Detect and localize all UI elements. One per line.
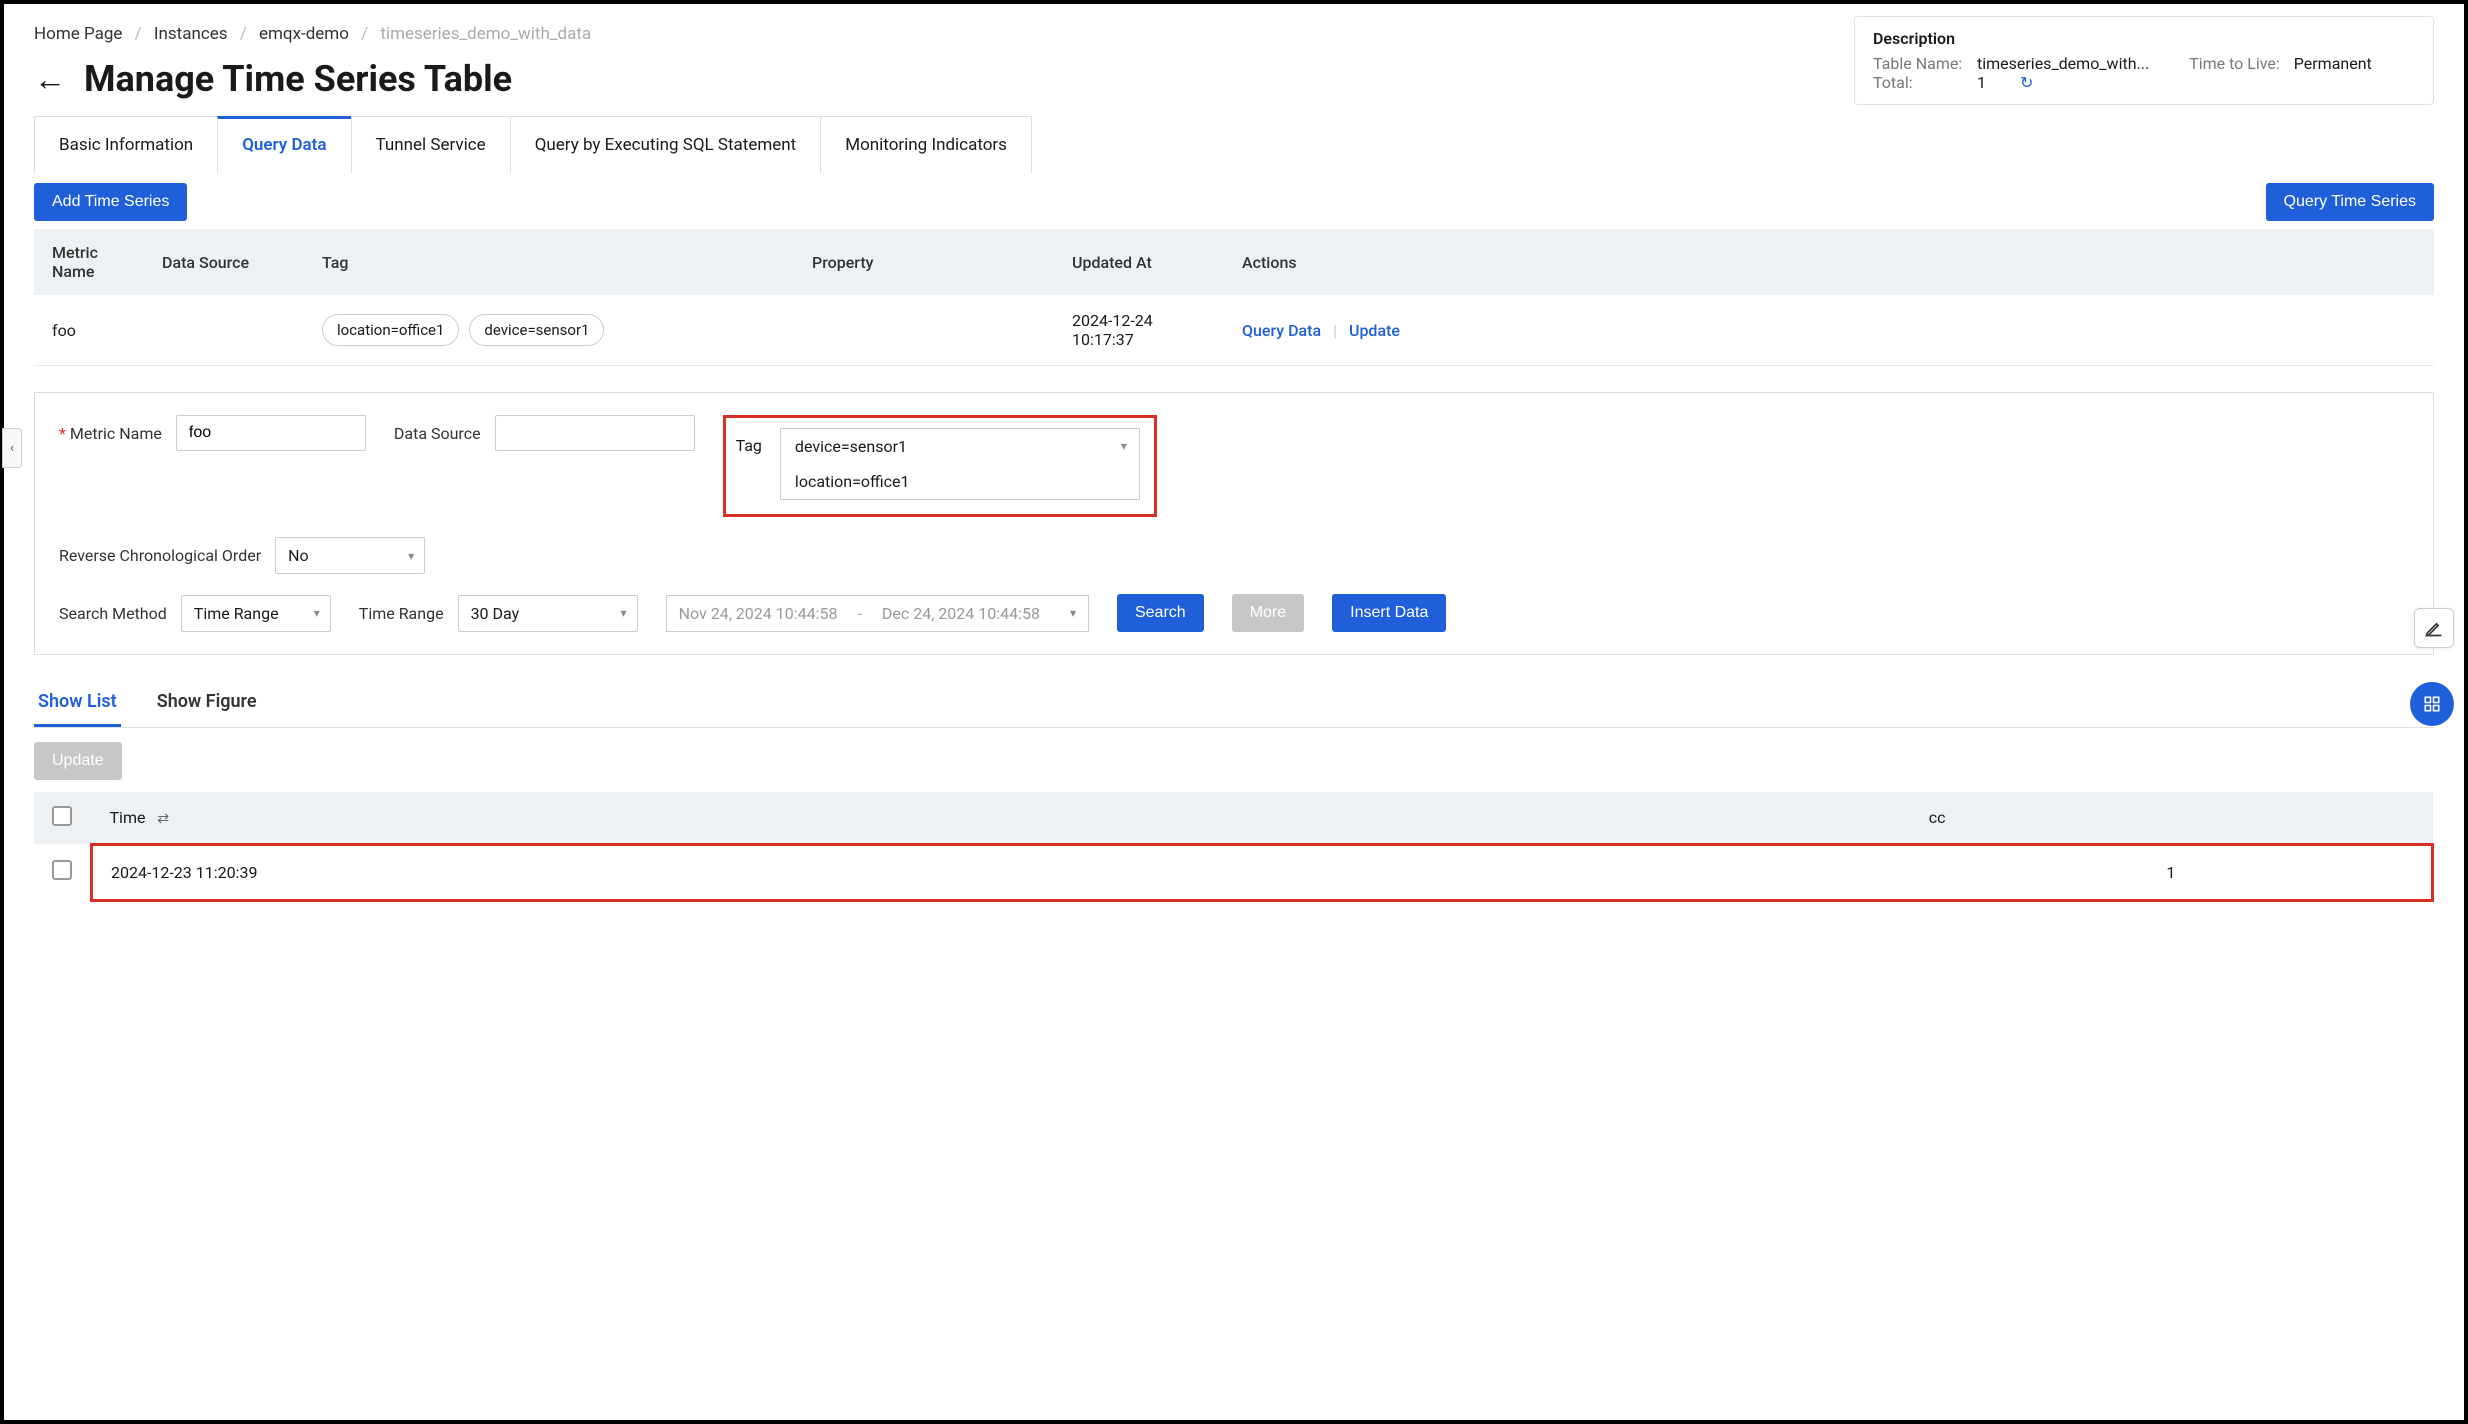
date-range-from: Nov 24, 2024 10:44:58 bbox=[679, 604, 838, 623]
col-tag: Tag bbox=[304, 229, 794, 295]
page-title: Manage Time Series Table bbox=[84, 58, 512, 100]
chevron-down-icon: ▾ bbox=[1121, 439, 1127, 453]
query-time-series-button[interactable]: Query Time Series bbox=[2266, 183, 2434, 221]
tag-option: device=sensor1 bbox=[781, 429, 1139, 464]
breadcrumb-current: timeseries_demo_with_data bbox=[380, 24, 591, 44]
cell-tags: location=office1 device=sensor1 bbox=[304, 295, 794, 366]
cell-time: 2024-12-23 11:20:39 bbox=[92, 844, 1911, 900]
time-series-row: foo location=office1 device=sensor1 2024… bbox=[34, 295, 2434, 366]
tab-show-figure[interactable]: Show Figure bbox=[153, 679, 261, 727]
col-time[interactable]: Time ⇄ bbox=[92, 792, 1911, 844]
insert-data-button[interactable]: Insert Data bbox=[1332, 594, 1446, 632]
cell-updated: 2024-12-24 10:17:37 bbox=[1054, 295, 1224, 366]
data-source-label: Data Source bbox=[394, 424, 481, 443]
cell-actions: Query Data | Update bbox=[1224, 295, 2434, 366]
table-name-value: timeseries_demo_with... bbox=[1977, 54, 2149, 73]
chevron-down-icon: ▾ bbox=[1070, 606, 1076, 620]
tag-label: Tag bbox=[736, 428, 762, 455]
cell-property bbox=[794, 295, 1054, 366]
date-range-picker[interactable]: Nov 24, 2024 10:44:58 - Dec 24, 2024 10:… bbox=[666, 595, 1089, 632]
breadcrumb-instance[interactable]: emqx-demo bbox=[259, 24, 349, 44]
select-all-checkbox[interactable] bbox=[52, 806, 72, 826]
tag-option: location=office1 bbox=[781, 464, 1139, 499]
reverse-order-label: Reverse Chronological Order bbox=[59, 546, 261, 565]
description-panel: Description Table Name: timeseries_demo_… bbox=[1854, 16, 2434, 105]
ttl-value: Permanent bbox=[2294, 54, 2372, 73]
tab-tunnel-service[interactable]: Tunnel Service bbox=[351, 116, 511, 173]
tag-field-highlight: Tag ▾ device=sensor1 location=office1 bbox=[723, 415, 1157, 517]
main-tabs: Basic Information Query Data Tunnel Serv… bbox=[34, 116, 2434, 173]
cell-cc: 1 bbox=[1911, 844, 2433, 900]
result-list-table: Time ⇄ cc 2024-12-23 11:20:39 1 bbox=[34, 792, 2434, 902]
chevron-down-icon: ▾ bbox=[621, 606, 627, 620]
search-method-label: Search Method bbox=[59, 604, 167, 623]
col-updated-at: Updated At bbox=[1054, 229, 1224, 295]
cell-source bbox=[144, 295, 304, 366]
refresh-icon[interactable]: ↻ bbox=[2020, 73, 2033, 92]
tag-pill: location=office1 bbox=[322, 314, 459, 346]
col-data-source: Data Source bbox=[144, 229, 304, 295]
chevron-down-icon: ▾ bbox=[408, 549, 414, 563]
breadcrumb-home[interactable]: Home Page bbox=[34, 24, 122, 44]
update-button[interactable]: Update bbox=[34, 742, 122, 780]
col-actions: Actions bbox=[1224, 229, 2434, 295]
tag-pill: device=sensor1 bbox=[469, 314, 604, 346]
tab-basic-information[interactable]: Basic Information bbox=[34, 116, 218, 173]
tab-query-sql[interactable]: Query by Executing SQL Statement bbox=[510, 116, 822, 173]
col-metric-name: Metric Name bbox=[34, 229, 144, 295]
tab-monitoring[interactable]: Monitoring Indicators bbox=[820, 116, 1032, 173]
tab-show-list[interactable]: Show List bbox=[34, 679, 121, 727]
metric-name-label: *Metric Name bbox=[59, 424, 162, 443]
chevron-down-icon: ▾ bbox=[314, 606, 320, 620]
time-series-table: Metric Name Data Source Tag Property Upd… bbox=[34, 229, 2434, 366]
breadcrumb-instances[interactable]: Instances bbox=[154, 24, 228, 44]
back-arrow-icon[interactable]: ← bbox=[34, 60, 66, 98]
more-button[interactable]: More bbox=[1232, 594, 1304, 632]
description-heading: Description bbox=[1873, 29, 2415, 48]
cell-metric: foo bbox=[34, 295, 144, 366]
view-tabs: Show List Show Figure bbox=[34, 679, 2434, 728]
edit-icon[interactable] bbox=[2414, 608, 2454, 648]
sort-icon[interactable]: ⇄ bbox=[157, 811, 169, 827]
result-row: 2024-12-23 11:20:39 1 bbox=[34, 844, 2433, 900]
ttl-label: Time to Live: bbox=[2189, 54, 2280, 73]
reverse-order-select[interactable]: No ▾ bbox=[275, 537, 425, 574]
total-value: 1 bbox=[1977, 73, 1986, 92]
table-name-label: Table Name: bbox=[1873, 54, 1963, 73]
col-property: Property bbox=[794, 229, 1054, 295]
total-label: Total: bbox=[1873, 73, 1963, 92]
time-range-label: Time Range bbox=[359, 604, 444, 623]
row-query-data-link[interactable]: Query Data bbox=[1242, 321, 1321, 340]
date-range-to: Dec 24, 2024 10:44:58 bbox=[882, 604, 1040, 623]
date-range-dash: - bbox=[857, 604, 861, 623]
row-update-link[interactable]: Update bbox=[1349, 321, 1400, 340]
search-method-select[interactable]: Time Range ▾ bbox=[181, 595, 331, 632]
grid-apps-icon[interactable] bbox=[2410, 682, 2454, 726]
metric-name-input[interactable] bbox=[176, 415, 366, 451]
collapse-panel-handle[interactable]: ‹ bbox=[2, 428, 22, 468]
add-time-series-button[interactable]: Add Time Series bbox=[34, 183, 187, 221]
tag-multiselect[interactable]: ▾ device=sensor1 location=office1 bbox=[780, 428, 1140, 500]
tab-query-data[interactable]: Query Data bbox=[217, 116, 351, 173]
col-cc: cc bbox=[1911, 792, 2433, 844]
search-button[interactable]: Search bbox=[1117, 594, 1204, 632]
filter-panel: *Metric Name Data Source Tag ▾ device=se… bbox=[34, 392, 2434, 655]
data-source-input[interactable] bbox=[495, 415, 695, 451]
time-range-preset-select[interactable]: 30 Day ▾ bbox=[458, 595, 638, 632]
row-checkbox[interactable] bbox=[52, 860, 72, 880]
